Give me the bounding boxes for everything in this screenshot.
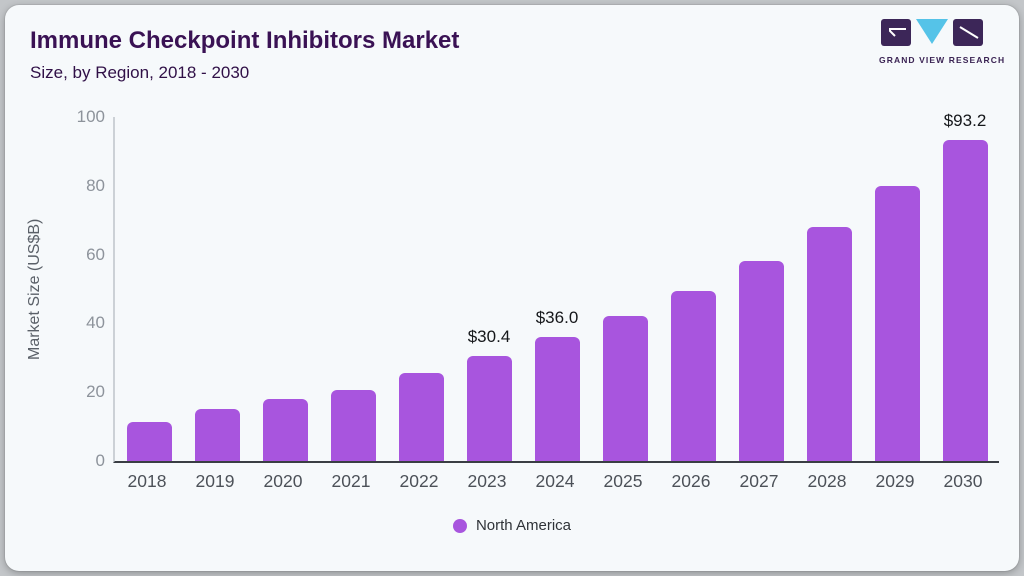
x-tick-label: 2018	[127, 471, 167, 491]
bar-slot: $30.4	[455, 117, 523, 461]
x-tick-label: 2024	[535, 471, 575, 491]
gvr-logo-icon	[881, 19, 983, 51]
y-tick-label: 80	[86, 175, 105, 195]
bar-2020[interactable]	[262, 399, 308, 461]
bar-slot: $93.2	[931, 111, 999, 461]
y-tick-label: 100	[76, 107, 105, 126]
bar-2022[interactable]	[398, 372, 444, 461]
bar-2028[interactable]	[806, 226, 852, 461]
x-tick-label: 2022	[399, 471, 439, 491]
x-tick-label: 2026	[671, 471, 711, 491]
x-tick-label: 2025	[603, 471, 643, 491]
bar-2018[interactable]	[126, 422, 172, 461]
logo-text: GRAND VIEW RESEARCH	[879, 55, 1006, 65]
y-axis-title: Market Size (US$B)	[26, 218, 43, 360]
x-tick-label: 2028	[807, 471, 847, 491]
x-tick-label: 2029	[875, 471, 915, 491]
page-subtitle: Size, by Region, 2018 - 2030	[30, 63, 250, 82]
y-tick-label: 20	[86, 382, 105, 402]
bar-slot: $36.0	[523, 117, 591, 461]
bar-slot	[863, 117, 931, 461]
bar-chart-plot-area: $30.4 $36.0 $93.2	[113, 111, 999, 463]
bar-slot	[387, 117, 455, 461]
bar-slot	[591, 117, 659, 461]
legend-label: North America	[475, 517, 572, 534]
grand-view-research-logo: GRAND VIEW RESEARCH	[879, 19, 1006, 65]
bar-2027[interactable]	[738, 260, 784, 461]
x-tick-label: 2030	[943, 471, 983, 491]
bar-2019[interactable]	[194, 408, 240, 461]
y-tick-label: 0	[95, 451, 105, 470]
x-tick-label: 2021	[331, 471, 371, 491]
bar-value-label: $36.0	[535, 308, 579, 328]
bar-value-label: $93.2	[943, 111, 987, 131]
bar-2024[interactable]	[534, 337, 580, 461]
bar-slot	[319, 117, 387, 461]
bar-slot	[115, 117, 183, 461]
x-tick-label: 2019	[195, 471, 235, 491]
y-tick-label: 40	[86, 313, 105, 333]
chart-legend[interactable]: North America	[5, 517, 1019, 534]
bar-2030[interactable]	[942, 140, 988, 461]
bar-slot	[659, 117, 727, 461]
x-axis-labels: 2018 2019 2020 2021 2022 2023 2024 2025 2026 2027…	[113, 471, 997, 492]
bar-value-label: $30.4	[467, 327, 511, 347]
bar-slot	[727, 117, 795, 461]
bar-2029[interactable]	[874, 186, 920, 461]
page-title: Immune Checkpoint Inhibitors Market	[30, 27, 460, 54]
x-tick-label: 2027	[739, 471, 779, 491]
bar-2025[interactable]	[602, 315, 648, 461]
y-axis-ticks: 0 20 40 60 80 100	[45, 107, 105, 470]
bar-slot	[795, 117, 863, 461]
chart-card: Immune Checkpoint Inhibitors Market Size…	[5, 5, 1019, 571]
legend-dot	[452, 518, 467, 533]
bar-2026[interactable]	[670, 290, 716, 461]
bar-2021[interactable]	[330, 390, 376, 461]
bar-slot	[183, 117, 251, 461]
x-tick-label: 2020	[263, 471, 303, 491]
bar-slot	[251, 117, 319, 461]
bar-2023[interactable]	[466, 356, 512, 461]
x-tick-label: 2023	[467, 471, 507, 491]
y-tick-label: 60	[86, 244, 105, 264]
